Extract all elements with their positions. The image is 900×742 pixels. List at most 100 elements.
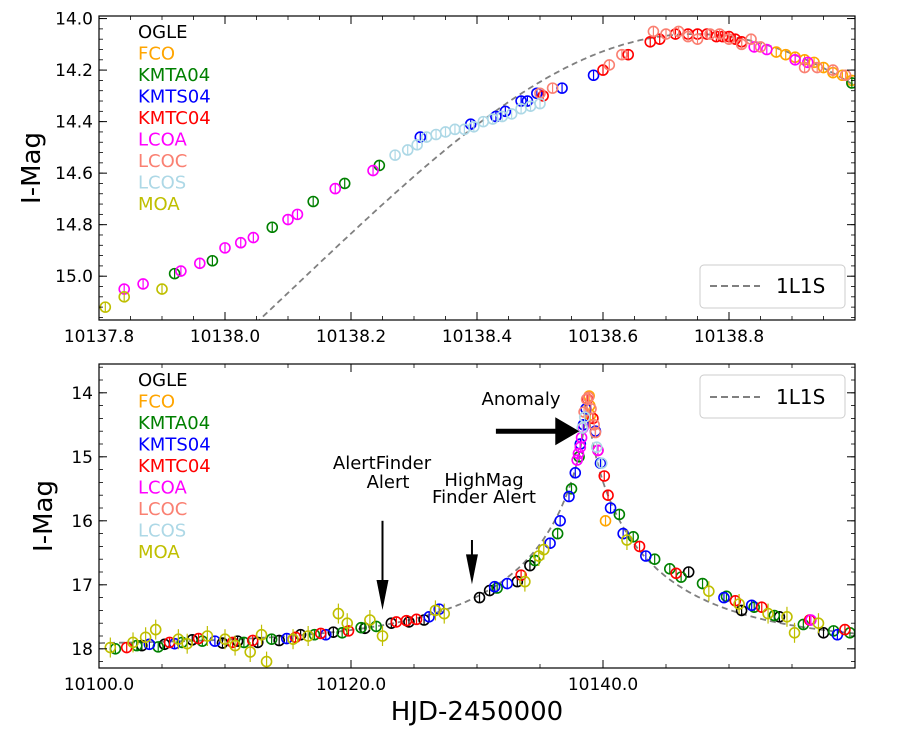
top-model-legend-box (699, 264, 846, 309)
top-point-lcoc (616, 48, 628, 61)
top-point-lcoa (282, 213, 294, 226)
top-series-kmta04 (168, 77, 855, 280)
top-y-tick-label: 14.6 (55, 164, 93, 184)
panel-top: 10137.8 10138.0 10138.2 10138.4 10138.6 10138… (17, 10, 856, 347)
top-x-tick-label: 10138.2 (316, 327, 386, 347)
top-legend-fco: FCO (138, 44, 175, 65)
bottom-x-tick-label: 10140.0 (568, 675, 638, 695)
bottom-point-kmts04 (617, 527, 629, 540)
top-point-lcoa (175, 265, 187, 277)
bottom-point-moa (703, 585, 715, 598)
top-x-tick-label: 10137.8 (64, 327, 134, 347)
top-x-tick-label: 10138.0 (190, 327, 260, 347)
bottom-y-tick-label: 14 (71, 384, 93, 404)
bottom-point-moa (244, 646, 256, 658)
bottom-point-kmts04 (569, 466, 582, 479)
top-point-lcoa (789, 53, 801, 66)
bottom-y-tick-label: 15 (71, 448, 93, 468)
panel-bottom: 10100.0 10120.0 10140.0 14 15 16 17 18 I-Mag HJ… (29, 363, 856, 727)
top-x-tick-label: 10138.4 (442, 327, 512, 347)
top-point-lcoc (723, 33, 735, 45)
bottom-point-kmts04 (604, 502, 617, 514)
top-point-lcoa (247, 231, 260, 244)
bottom-point-kmtc04 (839, 623, 851, 636)
top-point-kmta04 (846, 77, 855, 89)
bottom-point-moa (762, 607, 774, 620)
bottom-point-kmta04 (565, 482, 578, 495)
bottom-series-lcos (576, 411, 608, 470)
top-point-kmta04 (206, 254, 219, 267)
bottom-y-tick-label: 16 (71, 512, 93, 532)
top-point-lcoc (811, 61, 824, 74)
bottom-point-moa (255, 628, 268, 641)
top-point-lcoa (194, 257, 206, 270)
bottom-point-lcoc (589, 426, 602, 439)
top-series-lcoc (534, 25, 852, 100)
bottom-point-moa (781, 610, 793, 623)
top-point-kmts04 (414, 131, 427, 143)
x-axis-label: HJD-2450000 (391, 697, 563, 727)
bottom-legend-ogle: OGLE (138, 370, 188, 391)
bottom-point-kmtc04 (515, 569, 527, 582)
top-point-fco (836, 69, 849, 82)
bottom-point-moa (341, 617, 354, 630)
bottom-point-moa (287, 633, 299, 646)
top-point-lcoc (603, 59, 616, 71)
bottom-point-kmta04 (627, 530, 640, 543)
top-point-lcoc (745, 33, 757, 45)
bottom-point-moa (139, 631, 152, 644)
bottom-point-moa (229, 639, 241, 652)
bottom-x-tick-label: 10100.0 (64, 675, 134, 695)
bottom-point-moa (364, 614, 376, 626)
bottom-point-kmta04 (308, 628, 321, 641)
bottom-point-kmtc04 (598, 470, 611, 482)
bottom-point-moa (260, 655, 273, 668)
bottom-y-axis-label: I-Mag (29, 480, 59, 552)
top-point-lcos (505, 108, 518, 120)
bottom-point-kmtc04 (246, 634, 259, 647)
bottom-point-kmtc04 (289, 631, 302, 644)
top-point-lcoc (713, 28, 726, 40)
bottom-model-legend-box (699, 374, 846, 419)
top-y-tick-label: 14.4 (55, 113, 93, 133)
top-legend-kmtc04: KMTC04 (138, 108, 211, 129)
bottom-y-tick-label: 17 (71, 576, 93, 596)
bottom-model-curve (99, 406, 855, 644)
top-point-moa (118, 291, 130, 303)
bottom-point-kmts04 (488, 580, 501, 593)
top-y-tick-label: 15.0 (55, 267, 93, 287)
bottom-point-moa (219, 633, 231, 646)
bottom-point-lcoc (588, 418, 600, 431)
bottom-point-kmta04 (265, 633, 278, 646)
annotation-arrows (376, 417, 580, 610)
top-point-lcoc (827, 64, 839, 76)
top-point-kmta04 (307, 195, 320, 208)
annotations: AlertFinder Alert HighMag Finder Alert A… (333, 389, 580, 610)
bottom-legend-kmts04: KMTS04 (138, 435, 211, 456)
top-point-moa (156, 283, 168, 295)
top-point-lcoc (754, 41, 767, 53)
top-point-lcos (401, 144, 414, 156)
top-point-lcoa (219, 242, 231, 254)
top-ticks: 10137.8 10138.0 10138.2 10138.4 10138.6 10138… (55, 10, 856, 347)
bottom-point-kmta04 (551, 527, 564, 540)
top-point-lcoc (839, 69, 852, 82)
top-legend-moa: MOA (138, 194, 180, 215)
top-point-lcoc (735, 38, 748, 51)
bottom-point-moa (621, 534, 633, 546)
top-point-kmts04 (531, 87, 543, 100)
bottom-point-moa (127, 636, 139, 649)
bottom-legend-lcos: LCOS (138, 521, 186, 542)
bottom-x-tick-label: 10120.0 (316, 675, 386, 695)
bottom-point-kmta04 (696, 577, 709, 590)
top-y-tick-label: 14.0 (55, 10, 93, 30)
bottom-point-kmta04 (768, 609, 781, 622)
bottom-legend-kmtc04: KMTC04 (138, 456, 211, 477)
bottom-point-moa (519, 575, 531, 588)
bottom-point-kmta04 (370, 620, 383, 633)
bottom-point-fco (599, 514, 612, 527)
annotation-arrow-head-2 (555, 417, 580, 446)
top-point-lcoc (660, 28, 672, 40)
bottom-series-lcoc (578, 391, 602, 439)
bottom-point-kmtc04 (342, 625, 355, 637)
